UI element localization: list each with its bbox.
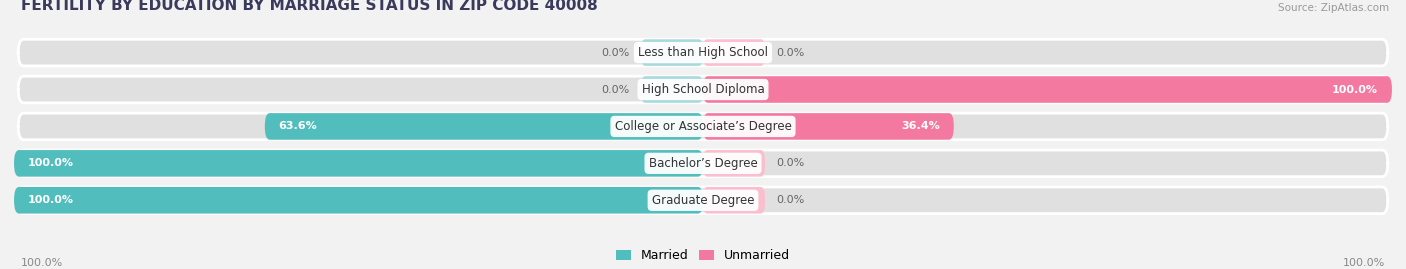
Text: 0.0%: 0.0% <box>776 195 804 205</box>
FancyBboxPatch shape <box>703 187 765 214</box>
FancyBboxPatch shape <box>703 76 1392 103</box>
Text: 36.4%: 36.4% <box>901 121 941 132</box>
FancyBboxPatch shape <box>14 150 703 177</box>
FancyBboxPatch shape <box>14 187 703 214</box>
FancyBboxPatch shape <box>18 150 1388 177</box>
Text: 63.6%: 63.6% <box>278 121 318 132</box>
FancyBboxPatch shape <box>703 113 953 140</box>
Text: FERTILITY BY EDUCATION BY MARRIAGE STATUS IN ZIP CODE 40008: FERTILITY BY EDUCATION BY MARRIAGE STATU… <box>21 0 598 13</box>
FancyBboxPatch shape <box>18 187 1388 214</box>
Text: Bachelor’s Degree: Bachelor’s Degree <box>648 157 758 170</box>
Text: 0.0%: 0.0% <box>602 48 630 58</box>
Text: Graduate Degree: Graduate Degree <box>652 194 754 207</box>
FancyBboxPatch shape <box>703 39 765 66</box>
Legend: Married, Unmarried: Married, Unmarried <box>612 244 794 267</box>
Text: 100.0%: 100.0% <box>28 158 75 168</box>
FancyBboxPatch shape <box>264 113 703 140</box>
Text: High School Diploma: High School Diploma <box>641 83 765 96</box>
FancyBboxPatch shape <box>18 76 1388 103</box>
Text: 100.0%: 100.0% <box>1343 258 1385 268</box>
Text: Less than High School: Less than High School <box>638 46 768 59</box>
Text: 0.0%: 0.0% <box>776 48 804 58</box>
Text: College or Associate’s Degree: College or Associate’s Degree <box>614 120 792 133</box>
FancyBboxPatch shape <box>18 113 1388 140</box>
Text: 100.0%: 100.0% <box>21 258 63 268</box>
FancyBboxPatch shape <box>703 150 765 177</box>
Text: 0.0%: 0.0% <box>602 84 630 94</box>
Text: Source: ZipAtlas.com: Source: ZipAtlas.com <box>1278 3 1389 13</box>
Text: 100.0%: 100.0% <box>1331 84 1378 94</box>
FancyBboxPatch shape <box>641 76 703 103</box>
FancyBboxPatch shape <box>18 39 1388 66</box>
Text: 0.0%: 0.0% <box>776 158 804 168</box>
Text: 100.0%: 100.0% <box>28 195 75 205</box>
FancyBboxPatch shape <box>641 39 703 66</box>
